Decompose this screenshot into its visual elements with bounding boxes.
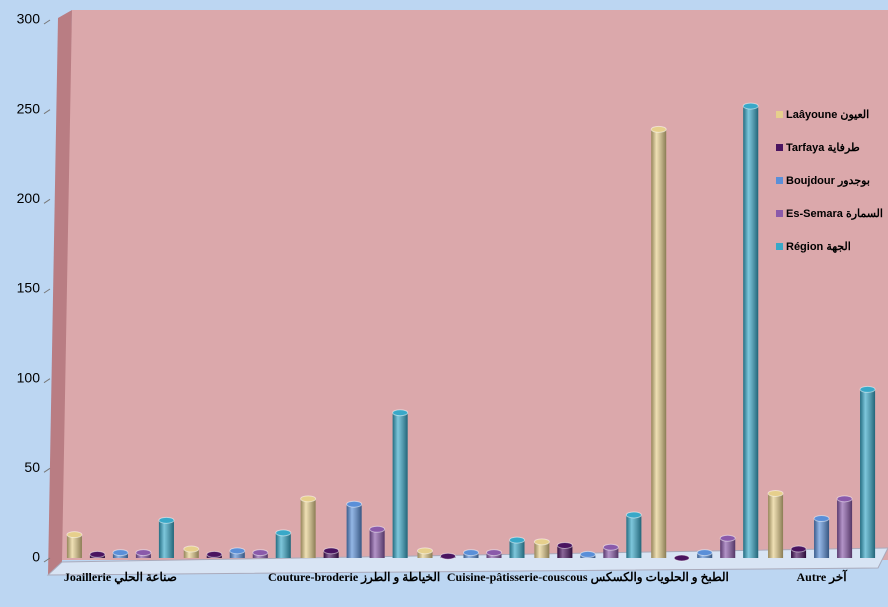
bar-cap [252, 549, 269, 557]
bar-shade [392, 412, 408, 558]
bar-shade [417, 550, 433, 558]
bar-cap [696, 549, 713, 557]
bar-cap [767, 489, 784, 497]
bar-shade [300, 498, 316, 558]
bar-cap [275, 529, 292, 537]
tick-mark [43, 109, 51, 115]
legend-label: Boujdour بوجدور [786, 175, 870, 187]
legend-item: Laâyoune العيون [776, 108, 884, 121]
bar-shade [534, 541, 550, 558]
y-tick-label: 50 [24, 459, 40, 475]
bar-cap [602, 543, 619, 551]
bar-cap [650, 125, 667, 133]
bar-cap [206, 550, 223, 558]
floor [46, 547, 888, 576]
bar-cap [463, 549, 479, 557]
x-tick-label: Autre آخر [796, 568, 848, 585]
y-tick-label: 250 [17, 100, 41, 116]
tick-mark [43, 467, 51, 473]
bar-cap [346, 500, 363, 508]
bar-cap [135, 549, 152, 557]
bar-cap [509, 536, 525, 544]
bar-shade [158, 520, 174, 558]
bar-cap [158, 516, 175, 524]
side-wall [48, 10, 72, 575]
bar-cap [183, 545, 200, 553]
y-tick-label: 300 [17, 11, 41, 27]
legend-label: Es-Semara السمارة [786, 208, 883, 220]
bar-cap [790, 545, 807, 553]
bar-shade [814, 518, 830, 558]
bar-cap [229, 547, 246, 555]
x-tick-label: Cuisine-pâtisserie-couscous الطبخ و الحل… [447, 570, 729, 585]
bar-cap [859, 385, 876, 393]
legend-item: Es-Semara السمارة [776, 207, 884, 220]
bar-cap [323, 547, 340, 555]
legend-swatch [776, 243, 783, 250]
bar-shade [768, 493, 784, 558]
back-wall [58, 10, 888, 560]
bar-cap [742, 102, 759, 110]
legend-label: Laâyoune العيون [786, 109, 870, 121]
legend-label: Région الجهة [786, 241, 851, 253]
tick-mark [43, 557, 51, 563]
bar-shade [837, 498, 853, 558]
bar-cap [579, 550, 596, 558]
y-tick-label: 150 [17, 280, 41, 296]
bar-cap [369, 525, 386, 533]
bar-cap [625, 511, 642, 519]
bar-shade [323, 550, 339, 558]
bar-cap [813, 515, 830, 523]
legend: Laâyoune العيون Tarfaya طرفاية Boujdour بو… [776, 108, 884, 273]
tick-mark [43, 288, 51, 294]
bar-cap [392, 409, 409, 417]
bar-cap [486, 549, 502, 557]
bar-shade [791, 549, 807, 558]
bar-cap [89, 550, 106, 558]
legend-swatch [776, 144, 783, 151]
bar-shade [229, 550, 245, 558]
tick-mark [43, 198, 51, 204]
bar-cap [112, 549, 129, 557]
bar-shade [651, 129, 667, 559]
bar-shade [860, 389, 876, 558]
bar-shade [743, 106, 759, 558]
bar-shade [183, 549, 199, 558]
bar-cap [533, 538, 550, 546]
y-tick-label: 0 [32, 549, 40, 565]
bar-cap [836, 495, 853, 503]
bar-cap [719, 534, 736, 542]
x-tick-label: Joaillerie صناعة الحلي [64, 570, 177, 585]
bar-cap [417, 547, 433, 555]
legend-swatch [776, 111, 783, 118]
legend-item: Tarfaya طرفاية [776, 141, 884, 154]
bar-shade [369, 529, 385, 558]
y-tick-label: 200 [17, 190, 41, 206]
legend-swatch [776, 210, 783, 217]
bar-shade [346, 504, 362, 558]
legend-item: Boujdour بوجدور [776, 174, 884, 187]
bar-shade [509, 540, 525, 558]
legend-item: Région الجهة [776, 240, 884, 253]
tick-mark [43, 378, 51, 384]
bar-cap [66, 531, 83, 539]
bar-shade [720, 538, 736, 558]
bar-shade [66, 534, 82, 558]
tick-mark [43, 19, 51, 25]
x-tick-label: Couture-broderie الخياطة و الطرز [268, 570, 440, 585]
bar-cap [300, 495, 317, 503]
bar-shade [275, 532, 291, 558]
bar-cap [440, 552, 456, 560]
bar-cap [673, 554, 690, 562]
bar-shade [603, 547, 619, 558]
y-tick-label: 100 [17, 369, 41, 385]
bar-shade [626, 514, 642, 558]
legend-label: Tarfaya طرفاية [786, 142, 860, 154]
bar-cap [556, 541, 573, 549]
legend-swatch [776, 177, 783, 184]
